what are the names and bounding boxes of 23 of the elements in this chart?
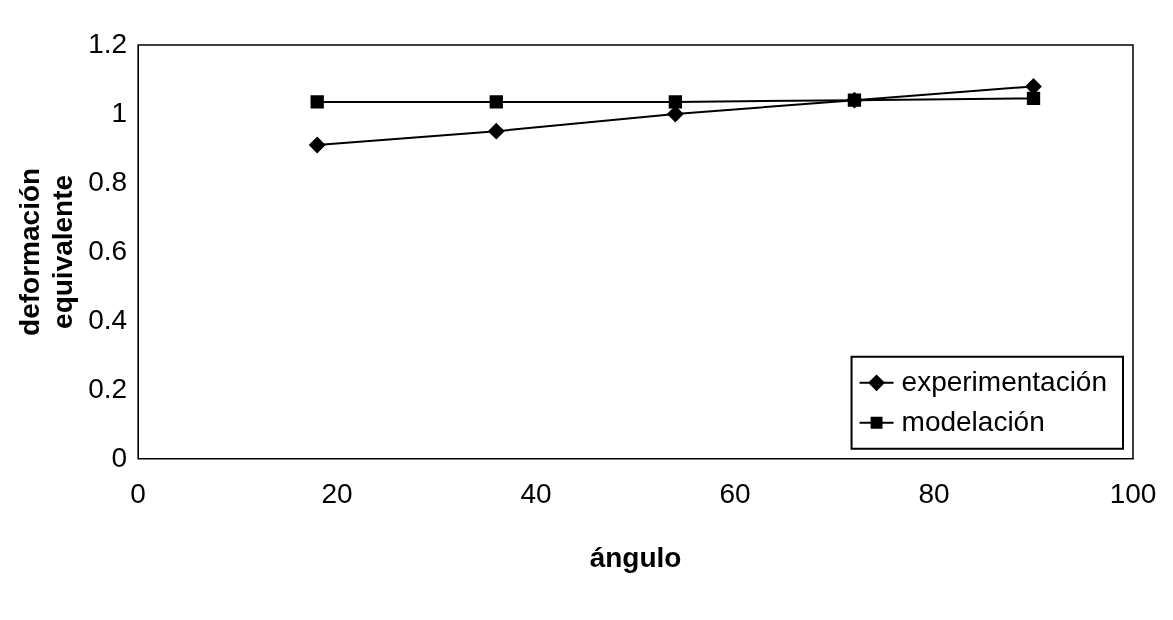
point [489,95,503,109]
x-tick-label: 40 [520,478,552,510]
y-tick-label: 0.4 [88,303,128,335]
point [488,123,505,140]
y-tick-label: 0.6 [88,234,128,266]
point [847,93,862,107]
point [668,95,683,109]
y-tick-label: 0 [111,441,128,473]
y-tick-label: 1.2 [88,27,128,59]
y-tick-label: 1 [111,96,128,128]
point [310,95,324,109]
x-axis-title: ángulo [589,541,682,573]
x-tick-label: 100 [1109,478,1157,510]
y-axis-title: deformación equivalente [13,167,79,336]
point [309,137,326,153]
x-tick-label: 80 [918,478,950,510]
point [1026,91,1041,106]
legend-label: modelación [901,405,1045,437]
legend-label: experimentación [901,365,1108,397]
y-tick-label: 0.8 [88,165,128,197]
y-tick-label: 0.2 [88,372,128,404]
x-tick-label: 20 [321,478,353,510]
x-tick-label: 60 [719,478,751,510]
